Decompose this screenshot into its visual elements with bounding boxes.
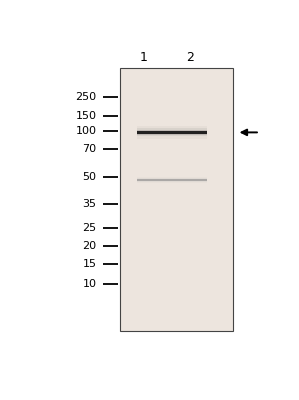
Bar — [137, 131, 207, 134]
Bar — [137, 126, 207, 138]
Bar — [137, 178, 207, 182]
Text: 2: 2 — [186, 51, 194, 64]
Bar — [137, 128, 207, 136]
Bar — [137, 179, 207, 181]
Bar — [120, 68, 233, 331]
Text: 1: 1 — [140, 51, 148, 64]
Bar — [137, 130, 207, 135]
Bar — [137, 177, 207, 183]
Text: 100: 100 — [75, 126, 97, 136]
Text: 15: 15 — [83, 259, 97, 269]
Text: 250: 250 — [75, 92, 97, 102]
Text: 50: 50 — [83, 172, 97, 182]
Text: 35: 35 — [83, 199, 97, 209]
Text: 70: 70 — [82, 144, 97, 154]
Text: 10: 10 — [83, 279, 97, 289]
Text: 20: 20 — [82, 241, 97, 251]
Text: 150: 150 — [75, 111, 97, 121]
Text: 25: 25 — [82, 223, 97, 233]
